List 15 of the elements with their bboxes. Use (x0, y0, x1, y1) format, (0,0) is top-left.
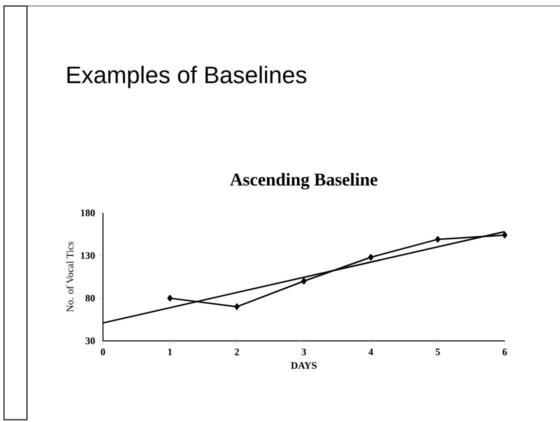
chart-title: Examples of Baselines (67, 66, 306, 88)
x-tick-label: 3 (302, 348, 306, 356)
y-tick-label: 30 (86, 338, 95, 344)
y-axis-title: No. of Vocal Tics (66, 242, 74, 312)
chart-subtitle: Ascending Baseline (230, 173, 378, 190)
x-tick-label: 1 (168, 348, 172, 356)
y-tick-label: 180 (81, 210, 95, 216)
y-tick-label: 130 (81, 252, 95, 259)
x-axis-title: DAYS (290, 362, 317, 369)
x-tick-label: 4 (368, 348, 374, 356)
y-tick-label: 80 (86, 294, 95, 302)
x-tick-label: 5 (436, 348, 440, 356)
x-tick-label: 2 (234, 348, 239, 356)
x-tick-label: 6 (502, 348, 507, 356)
x-tick-label: 0 (100, 348, 106, 356)
